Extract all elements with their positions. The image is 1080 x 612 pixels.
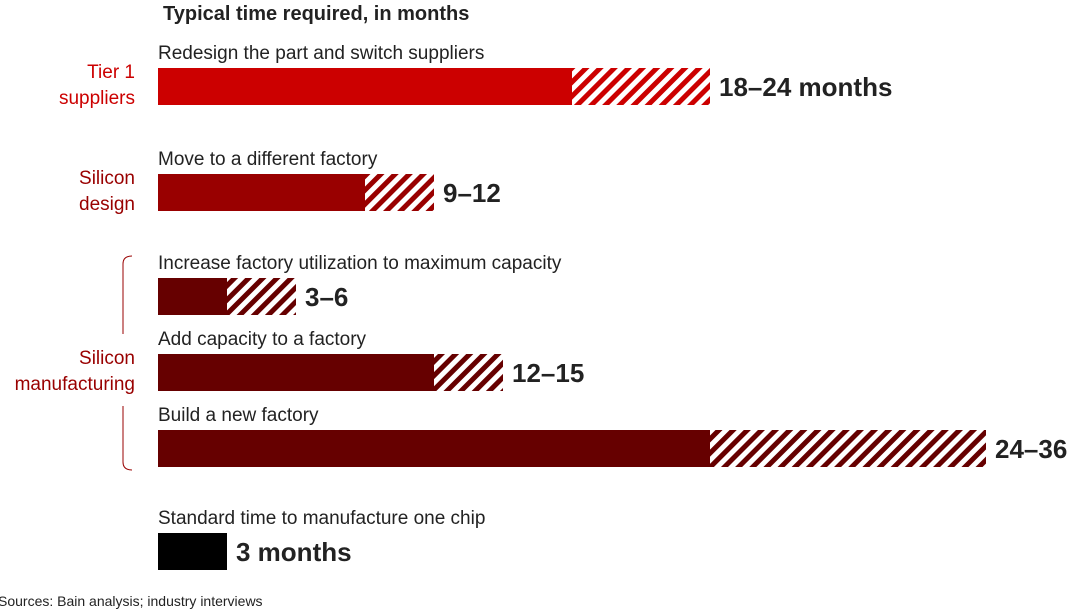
bar-range-hatched-segment [434,354,503,391]
bar-min-segment [158,278,227,315]
group-label: Silicon [79,168,135,189]
group-label: suppliers [59,88,135,109]
group-label: Tier 1 [87,62,135,83]
bar-category-label: Move to a different factory [158,149,378,170]
bar-value-label: 3–6 [305,282,348,312]
bar-range-hatched-segment [365,174,434,211]
bar-category-label: Add capacity to a factory [158,329,367,350]
bar-min-segment [158,354,434,391]
bar-category-label: Increase factory utilization to maximum … [158,253,562,274]
bar-min-segment [158,68,572,105]
group-label: design [79,194,135,215]
manufacturing-bracket-top [122,255,133,334]
bar-value-label: 18–24 months [719,72,892,102]
bar-range-hatched-segment [572,68,710,105]
bar-min-segment [158,533,227,570]
chart-title: Typical time required, in months [163,3,469,25]
bar-category-label: Standard time to manufacture one chip [158,508,485,529]
bar-min-segment [158,174,365,211]
bar-range-hatched-segment [227,278,296,315]
bar-value-label: 9–12 [443,178,501,208]
bar-value-label: 24–36 [995,434,1067,464]
bar-category-label: Build a new factory [158,405,319,426]
bar-category-label: Redesign the part and switch suppliers [158,43,484,64]
group-label: manufacturing [15,374,135,395]
bar-range-hatched-segment [710,430,986,467]
source-note: Sources: Bain analysis; industry intervi… [0,593,263,609]
group-label: Silicon [79,348,135,369]
bar-value-label: 12–15 [512,358,584,388]
bar-value-label: 3 months [236,537,352,567]
bar-min-segment [158,430,710,467]
manufacturing-bracket-bottom [122,406,133,471]
